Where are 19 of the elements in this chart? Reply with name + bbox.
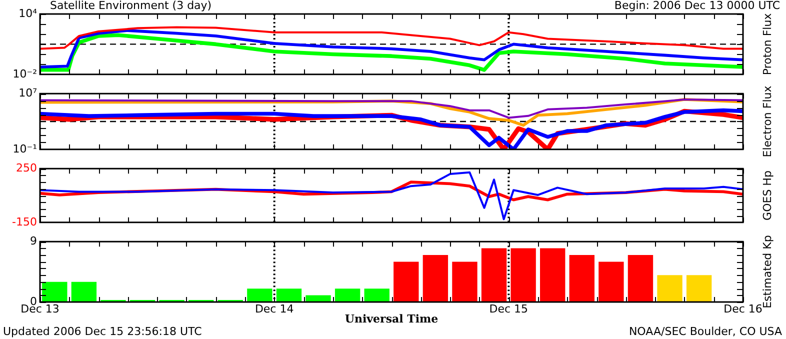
y-axis-title: Estimated Kp: [760, 235, 774, 308]
y-tick-label: 10⁻¹: [12, 142, 37, 156]
y-tick-label: 10⁷: [18, 86, 37, 100]
x-tick-label: Dec 15: [489, 302, 528, 316]
y-tick-label: 10⁻²: [12, 67, 37, 80]
chart-subtitle: Begin: 2006 Dec 13 0000 UTC: [614, 0, 780, 12]
y-axis-title: GOES Hp: [760, 170, 774, 220]
text: NOAA/SEC Boulder, CO USA: [628, 325, 782, 338]
y-tick-label: 10⁴: [18, 6, 38, 20]
y-axis-title: Electron Flux: [760, 85, 774, 158]
text: Updated 2006 Dec 15 23:56:18 UTC: [3, 325, 202, 338]
y-tick-label: 250: [16, 161, 37, 174]
y-tick-label: 9: [30, 234, 37, 248]
x-axis-title: Universal Time: [344, 312, 438, 326]
x-tick-label: Dec 16: [724, 302, 762, 316]
y-tick-label: -150: [12, 215, 37, 228]
chart-title: Satellite Environment (3 day): [50, 0, 212, 12]
y-axis-title: Proton Flux: [760, 12, 774, 76]
x-tick-label: Dec 14: [254, 302, 294, 316]
